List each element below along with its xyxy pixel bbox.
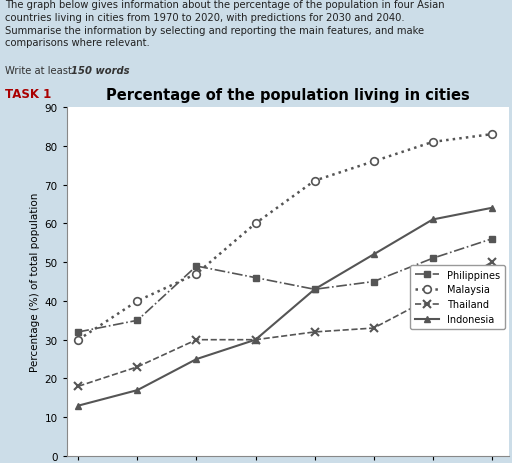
Malaysia bbox=[194, 271, 200, 277]
Thailand bbox=[134, 364, 140, 370]
Indonesia bbox=[371, 252, 377, 257]
Indonesia bbox=[488, 206, 495, 211]
Thailand bbox=[75, 384, 81, 389]
Thailand bbox=[488, 260, 495, 265]
Philippines bbox=[75, 330, 81, 335]
Malaysia bbox=[134, 299, 140, 304]
Philippines bbox=[252, 275, 259, 281]
Text: The graph below gives information about the percentage of the population in four: The graph below gives information about … bbox=[5, 0, 445, 48]
Text: TASK 1: TASK 1 bbox=[5, 88, 51, 101]
Indonesia bbox=[134, 388, 140, 393]
Indonesia bbox=[75, 403, 81, 408]
Title: Percentage of the population living in cities: Percentage of the population living in c… bbox=[106, 88, 470, 102]
Indonesia bbox=[194, 357, 200, 362]
Line: Malaysia: Malaysia bbox=[75, 131, 496, 344]
Malaysia bbox=[430, 140, 436, 145]
Line: Philippines: Philippines bbox=[75, 236, 495, 335]
Indonesia bbox=[311, 287, 317, 293]
Thailand bbox=[252, 337, 259, 343]
Text: 150 words: 150 words bbox=[71, 66, 130, 76]
Philippines bbox=[134, 318, 140, 323]
Thailand bbox=[194, 337, 200, 343]
Indonesia bbox=[430, 217, 436, 223]
Philippines bbox=[430, 256, 436, 262]
Philippines bbox=[371, 279, 377, 285]
Philippines bbox=[311, 287, 317, 293]
Malaysia bbox=[488, 132, 495, 138]
Thailand bbox=[311, 330, 317, 335]
Thailand bbox=[371, 325, 377, 331]
Text: Write at least: Write at least bbox=[5, 66, 75, 76]
Philippines bbox=[194, 263, 200, 269]
Line: Indonesia: Indonesia bbox=[75, 205, 495, 409]
Line: Thailand: Thailand bbox=[74, 258, 496, 391]
Malaysia bbox=[252, 221, 259, 227]
Malaysia bbox=[311, 179, 317, 184]
Legend: Philippines, Malaysia, Thailand, Indonesia: Philippines, Malaysia, Thailand, Indones… bbox=[410, 265, 505, 329]
Indonesia bbox=[252, 337, 259, 343]
Text: .: . bbox=[119, 66, 122, 76]
Malaysia bbox=[75, 337, 81, 343]
Malaysia bbox=[371, 159, 377, 165]
Philippines bbox=[488, 237, 495, 242]
Y-axis label: Percentage (%) of total population: Percentage (%) of total population bbox=[30, 193, 40, 371]
Thailand bbox=[430, 294, 436, 300]
